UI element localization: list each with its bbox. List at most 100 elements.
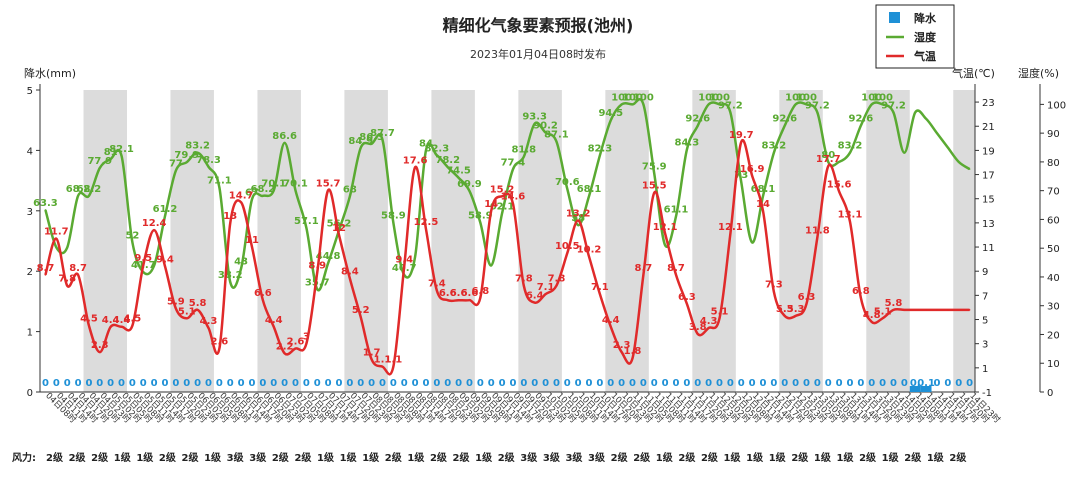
temperature-point xyxy=(696,333,699,335)
wind-level: 2级 xyxy=(159,451,177,464)
humidity-point xyxy=(805,103,808,106)
rain-value-label: 0 xyxy=(325,378,332,389)
humidity-tick-label: 100 xyxy=(1047,100,1066,111)
wind-level: 2级 xyxy=(46,451,64,464)
humidity-point xyxy=(272,189,275,192)
wind-level: 2级 xyxy=(182,451,200,464)
temperature-value-label: 14 xyxy=(756,199,770,210)
rain-value-label: 0 xyxy=(673,378,680,389)
humidity-value-label: 83.2 xyxy=(762,141,787,152)
rain-value-label: 0 xyxy=(477,378,484,389)
temperature-point xyxy=(762,210,764,212)
temperature-value-label: 5.3 xyxy=(787,304,805,315)
humidity-value-label: 58.9 xyxy=(468,211,493,222)
humidity-point xyxy=(827,161,830,163)
rain-value-label: 0 xyxy=(520,378,527,389)
humidity-point xyxy=(218,186,221,189)
rain-value-label: 0 xyxy=(749,378,756,389)
humidity-value-label: 69.9 xyxy=(457,179,482,190)
humidity-point xyxy=(359,147,362,149)
temperature-point xyxy=(838,190,840,193)
humidity-point xyxy=(175,169,177,172)
wind-level: 1级 xyxy=(814,451,832,464)
humidity-value-label: 84.9 xyxy=(348,136,373,147)
temperature-value-label: 7.8 xyxy=(58,274,76,285)
temperature-point xyxy=(620,351,623,353)
temperature-point xyxy=(892,309,895,311)
humidity-tick-label: 20 xyxy=(1047,330,1060,341)
humidity-point xyxy=(696,124,699,127)
humidity-point xyxy=(185,161,188,163)
temperature-value-label: 2.6 xyxy=(211,337,229,348)
wind-level: 2级 xyxy=(701,451,719,464)
humidity-value-label: 87.7 xyxy=(370,128,395,139)
temperature-point xyxy=(794,315,797,317)
night-band xyxy=(866,90,910,392)
humidity-value-label: 71.1 xyxy=(207,176,232,187)
temperature-value-label: 5.3 xyxy=(776,304,794,315)
wind-level: 1级 xyxy=(746,451,764,464)
temperature-point xyxy=(544,293,547,295)
rain-value-label: 0 xyxy=(303,378,310,389)
temperature-value-label: 6.6 xyxy=(461,288,479,299)
wind-level: 1级 xyxy=(882,451,900,464)
temperature-point xyxy=(675,274,677,276)
humidity-point xyxy=(751,241,753,244)
humidity-point xyxy=(936,132,938,134)
humidity-point xyxy=(925,117,927,120)
temp-tick-label: 3 xyxy=(982,340,988,351)
temperature-point xyxy=(925,309,927,311)
temperature-value-label: 5.2 xyxy=(352,305,370,316)
humidity-value-label: 82.3 xyxy=(424,143,449,154)
wind-level: 1级 xyxy=(362,451,380,464)
temperature-point xyxy=(403,265,406,268)
temperature-value-label: 4.4 xyxy=(102,315,120,326)
humidity-point xyxy=(664,244,666,247)
wind-level: 1级 xyxy=(136,451,154,464)
night-bands xyxy=(83,90,975,392)
humidity-point xyxy=(457,176,460,179)
temp-tick-label: 17 xyxy=(982,171,995,182)
temperature-point xyxy=(446,299,449,301)
temperature-value-label: 5.1 xyxy=(874,306,892,317)
temperature-point xyxy=(805,303,808,305)
humidity-point xyxy=(55,246,58,249)
temperature-value-label: 8.7 xyxy=(635,263,653,274)
temperature-point xyxy=(229,222,232,224)
rain-value-label: 0 xyxy=(412,378,419,389)
rain-value-label: 0 xyxy=(803,378,810,389)
humidity-point xyxy=(414,256,416,258)
rain-value-label: 0 xyxy=(499,378,506,389)
temp-tick-label: 7 xyxy=(982,291,988,302)
rain-value-label: 0 xyxy=(596,378,603,389)
temperature-point xyxy=(196,309,199,311)
temperature-value-label: 7.8 xyxy=(548,274,566,285)
rain-value-label: 0 xyxy=(966,378,973,389)
humidity-point xyxy=(468,190,471,192)
temperature-value-label: 5.9 xyxy=(167,297,185,308)
humidity-point xyxy=(88,195,90,197)
rain-value-label: 0 xyxy=(879,378,886,389)
temperature-point xyxy=(468,299,471,301)
rain-value-label: 0 xyxy=(129,378,136,389)
rain-bar xyxy=(920,385,932,392)
rain-value-label: 0 xyxy=(314,378,321,389)
wind-level: 1级 xyxy=(475,451,493,464)
temp-tick-label: 1 xyxy=(982,364,988,375)
legend-rain-label: 降水 xyxy=(914,11,937,25)
temperature-point xyxy=(120,325,123,328)
rain-tick-label: 2 xyxy=(27,267,33,278)
temperature-point xyxy=(131,324,134,327)
temperature-value-label: 12 xyxy=(332,223,346,234)
temperature-value-label: 5.8 xyxy=(189,298,207,309)
humidity-point xyxy=(642,103,645,106)
rain-value-label: 0 xyxy=(140,378,147,389)
humidity-value-label: 61.1 xyxy=(664,204,689,215)
rain-value-label: 0. xyxy=(910,378,921,389)
temp-tick-label: 21 xyxy=(982,122,995,133)
wind-level: 3级 xyxy=(520,451,538,464)
temperature-value-label: 5.8 xyxy=(885,298,903,309)
temperature-point xyxy=(501,195,503,198)
temperature-point xyxy=(55,237,58,240)
rain-value-label: 0 xyxy=(836,378,843,389)
